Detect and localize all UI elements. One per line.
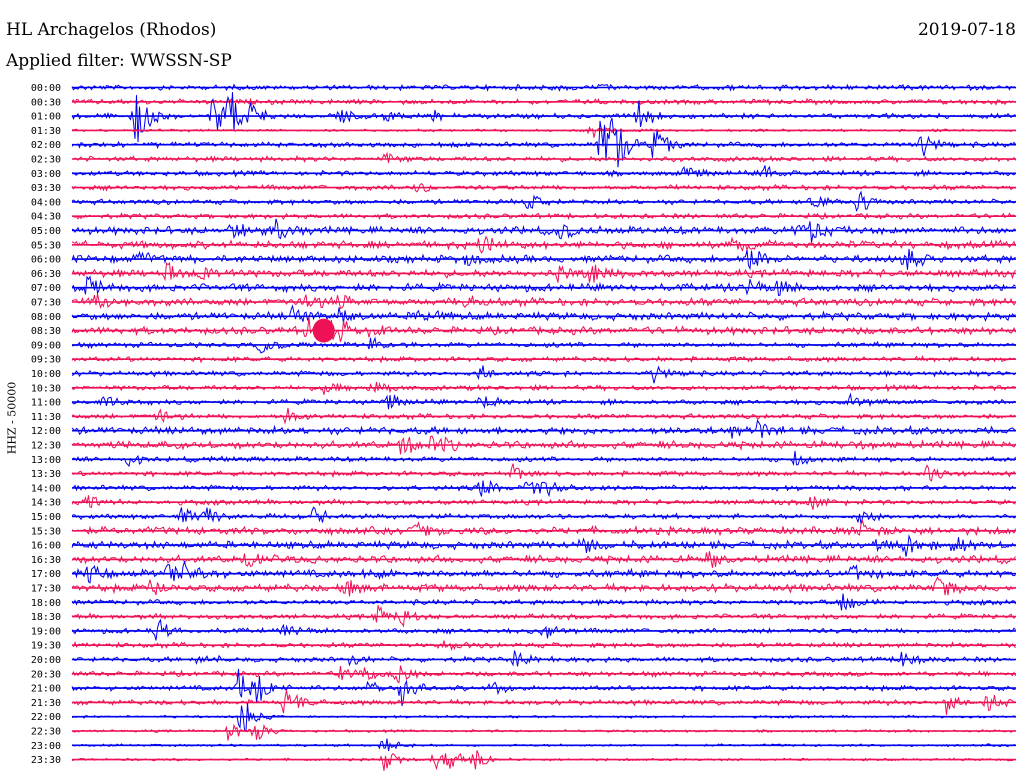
trace-row-2230 [71, 723, 1016, 741]
seismic-traces [71, 83, 1016, 771]
row-label-1230: 12:30 [31, 441, 61, 452]
row-label-0630: 06:30 [31, 269, 61, 280]
trace-row-1500 [71, 506, 1016, 525]
trace-row-0830 [71, 317, 1016, 342]
trace-row-1530 [71, 519, 1016, 537]
row-label-0930: 09:30 [31, 355, 61, 366]
row-label-0030: 00:30 [31, 97, 61, 108]
row-label-2030: 20:30 [31, 669, 61, 680]
row-label-0730: 07:30 [31, 298, 61, 309]
row-label-2000: 20:00 [31, 655, 61, 666]
trace-row-2330 [71, 750, 1016, 771]
trace-row-0230 [72, 151, 1016, 164]
row-label-1130: 11:30 [31, 412, 61, 423]
row-label-1900: 19:00 [31, 626, 61, 637]
row-label-0400: 04:00 [31, 197, 61, 208]
row-label-2100: 21:00 [31, 684, 61, 695]
trace-row-1000 [71, 365, 1016, 384]
row-label-0330: 03:30 [31, 183, 61, 194]
row-label-1300: 13:00 [31, 455, 61, 466]
trace-row-1730 [71, 576, 1016, 597]
row-label-1630: 16:30 [31, 555, 61, 566]
row-label-1200: 12:00 [31, 426, 61, 437]
row-label-2330: 23:30 [31, 755, 61, 766]
row-label-0530: 05:30 [31, 240, 61, 251]
large-event-blob [312, 318, 335, 343]
trace-row-0800 [71, 304, 1016, 324]
row-label-2130: 21:30 [31, 698, 61, 709]
trace-row-1830 [71, 605, 1016, 628]
row-label-1000: 10:00 [31, 369, 61, 380]
trace-row-0130 [72, 125, 1016, 138]
trace-row-1200 [71, 419, 1016, 439]
trace-row-0100 [71, 92, 1016, 143]
filter-label: Applied filter: WWSSN-SP [6, 51, 232, 71]
trace-row-1600 [71, 534, 1016, 557]
row-label-0230: 02:30 [31, 155, 61, 166]
row-label-2200: 22:00 [31, 712, 61, 723]
row-label-1530: 15:30 [31, 526, 61, 537]
row-label-1030: 10:30 [31, 383, 61, 394]
trace-row-0700 [71, 275, 1016, 297]
row-label-0600: 06:00 [31, 255, 61, 266]
trace-row-2000 [71, 650, 1016, 667]
row-label-0130: 01:30 [31, 126, 61, 137]
row-label-1100: 11:00 [31, 398, 61, 409]
trace-row-1130 [71, 407, 1016, 425]
row-label-0830: 08:30 [31, 326, 61, 337]
row-label-0900: 09:00 [31, 340, 61, 351]
trace-row-0730 [71, 293, 1016, 310]
row-labels: 00:00 00:30 01:00 01:30 02:00 02:30 03:00 03:30… [31, 83, 61, 766]
row-label-1400: 14:00 [31, 483, 61, 494]
trace-row-2100 [71, 668, 1016, 707]
row-label-0200: 02:00 [31, 140, 61, 151]
date-label: 2019-07-18 [917, 20, 1016, 40]
row-label-1430: 14:30 [31, 498, 61, 509]
trace-row-1300 [71, 450, 1016, 468]
row-label-0800: 08:00 [31, 312, 61, 323]
row-label-0300: 03:00 [31, 169, 61, 180]
trace-row-1630 [71, 551, 1016, 568]
row-label-1700: 17:00 [31, 569, 61, 580]
row-label-1730: 17:30 [31, 584, 61, 595]
row-label-1800: 18:00 [31, 598, 61, 609]
row-label-0430: 04:30 [31, 212, 61, 223]
row-label-1600: 16:00 [31, 541, 61, 552]
row-label-0000: 00:00 [31, 83, 61, 94]
row-label-1500: 15:00 [31, 512, 61, 523]
trace-row-1700 [71, 560, 1016, 584]
row-label-1930: 19:30 [31, 641, 61, 652]
row-label-1830: 18:30 [31, 612, 61, 623]
row-label-0100: 01:00 [31, 112, 61, 123]
row-label-1330: 13:30 [31, 469, 61, 480]
trace-row-0600 [71, 248, 1016, 271]
trace-row-1330 [71, 463, 1016, 482]
row-label-0700: 07:00 [31, 283, 61, 294]
station-title: HL Archagelos (Rhodos) [6, 20, 217, 40]
row-label-2230: 22:30 [31, 727, 61, 738]
row-label-2300: 23:00 [31, 741, 61, 752]
trace-row-0300 [71, 165, 1016, 178]
row-label-0500: 05:00 [31, 226, 61, 237]
